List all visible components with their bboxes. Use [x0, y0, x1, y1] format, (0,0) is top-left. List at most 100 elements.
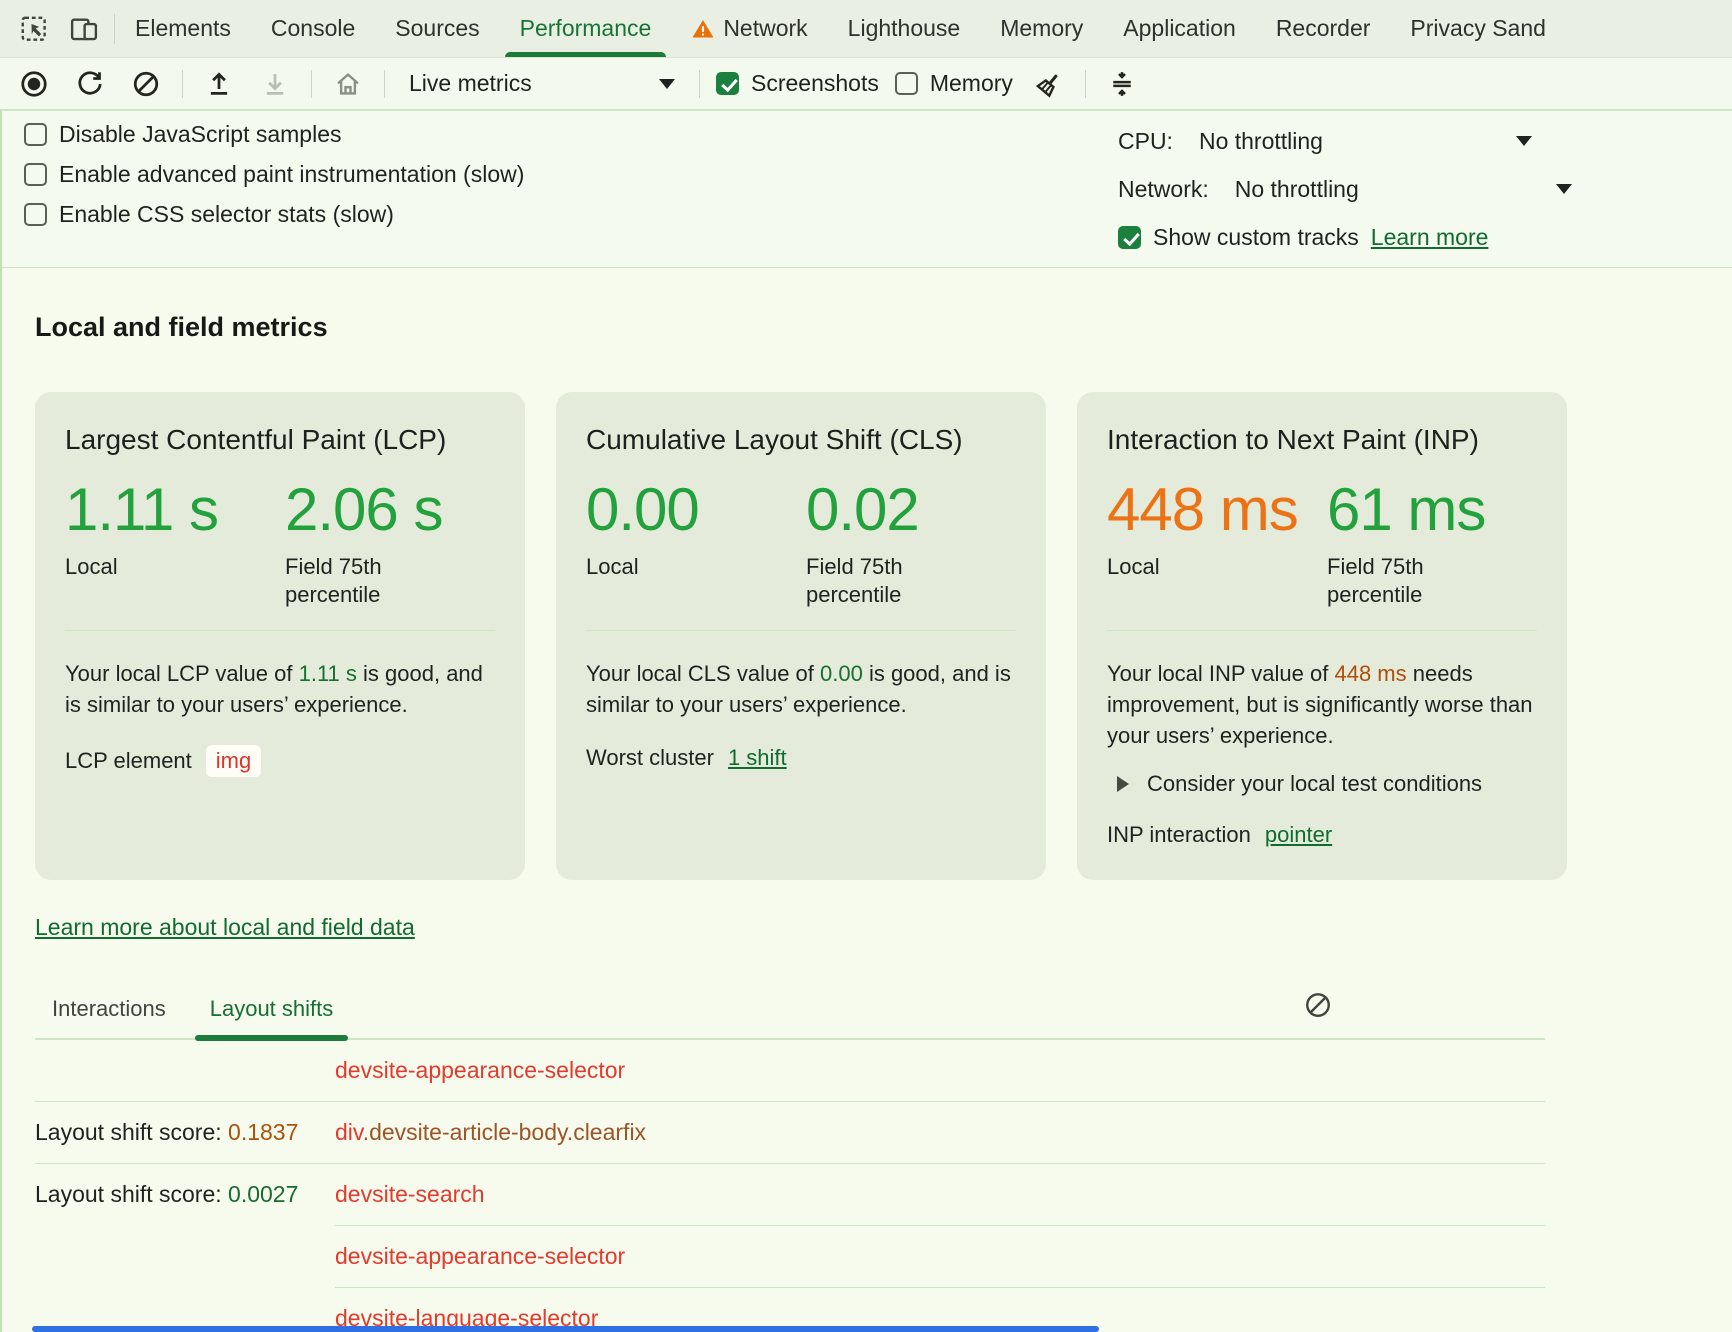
- learn-more-link[interactable]: Learn more: [1370, 223, 1489, 250]
- advanced-paint-instrumentation-checkbox[interactable]: Enable advanced paint instrumentation (s…: [24, 161, 524, 188]
- layout-shift-row: Layout shift score: 0.1837 div.devsite-a…: [35, 1119, 647, 1145]
- tab-application[interactable]: Application: [1123, 15, 1236, 41]
- download-icon: [266, 73, 284, 95]
- cls-local-value: 0.00: [586, 476, 700, 543]
- save-profile-button[interactable]: [255, 64, 295, 104]
- screenshots-checkbox[interactable]: Screenshots: [716, 70, 879, 97]
- checkbox-unchecked-icon: [24, 123, 47, 146]
- divider: [1107, 630, 1537, 631]
- page-title: Local and field metrics: [35, 312, 328, 342]
- element-link[interactable]: devsite-appearance-selector: [335, 1057, 626, 1083]
- lcp-element-label: LCP element: [65, 748, 192, 773]
- shift-score-value: 0.1837: [228, 1119, 299, 1145]
- cls-field-value: 0.02: [806, 476, 920, 543]
- tab-network[interactable]: Network: [671, 0, 827, 57]
- performance-panel-body: Disable JavaScript samples Enable advanc…: [0, 109, 1732, 1332]
- inp-description: Your local INP value of 448 ms needs imp…: [1107, 661, 1533, 748]
- divider: [65, 630, 495, 631]
- memory-checkbox[interactable]: Memory: [894, 70, 1013, 97]
- performance-toolbar: Live metrics Screenshots Memory: [0, 58, 1732, 109]
- show-custom-tracks-label: Show custom tracks: [1153, 223, 1359, 250]
- tab-interactions[interactable]: Interactions: [52, 996, 166, 1021]
- cpu-throttling-select[interactable]: CPU: No throttling: [1118, 123, 1732, 159]
- toolbar-separator: [182, 69, 183, 98]
- checkbox-unchecked-icon: [894, 72, 918, 95]
- lcp-card: Largest Contentful Paint (LCP) 1.11 s Lo…: [35, 392, 525, 880]
- network-throttling-select[interactable]: Network: No throttling: [1118, 171, 1732, 207]
- inp-field-value: 61 ms: [1327, 476, 1486, 543]
- tab-layout-shifts[interactable]: Layout shifts: [194, 996, 349, 1041]
- lcp-element-chip[interactable]: img: [205, 745, 262, 777]
- inp-interaction-link[interactable]: pointer: [1264, 822, 1333, 847]
- toggle-device-toolbar-button[interactable]: [64, 9, 104, 49]
- tab-recorder[interactable]: Recorder: [1275, 15, 1371, 41]
- collapse-vertical-icon: [1113, 71, 1131, 96]
- history-dropdown[interactable]: Live metrics: [401, 68, 683, 99]
- broom-icon: [1035, 74, 1058, 98]
- tab-sources[interactable]: Sources: [395, 15, 480, 41]
- cls-card-title: Cumulative Layout Shift (CLS): [586, 424, 963, 455]
- chevron-down-icon: [659, 78, 675, 89]
- lcp-local-value: 1.11 s: [65, 476, 219, 543]
- layout-shift-row: Layout shift score: 0.0027 devsite-searc…: [35, 1181, 485, 1207]
- active-tab-underline: [194, 1035, 349, 1041]
- reload-icon: [78, 70, 102, 95]
- gc-button[interactable]: [1029, 64, 1069, 104]
- live-metrics-view: Local and field metrics Largest Contentf…: [2, 268, 1732, 1332]
- clear-log-button[interactable]: [1303, 990, 1333, 1020]
- checkbox-checked-icon: [716, 72, 739, 95]
- disable-js-samples-checkbox[interactable]: Disable JavaScript samples: [24, 121, 524, 148]
- device-toolbar-icon: [70, 17, 98, 40]
- lcp-field-value: 2.06 s: [285, 476, 443, 543]
- lcp-description: Your local LCP value of 1.11 s is good, …: [65, 661, 483, 717]
- inp-card: Interaction to Next Paint (INP) 448 ms L…: [1077, 392, 1567, 880]
- toolbar-separator: [1084, 69, 1086, 98]
- row-divider: [335, 1225, 1545, 1226]
- element-link[interactable]: div.devsite-article-body.clearfix: [335, 1119, 647, 1145]
- reload-and-record-button[interactable]: [70, 64, 110, 104]
- tab-memory[interactable]: Memory: [1000, 15, 1084, 41]
- tab-console[interactable]: Console: [270, 15, 356, 41]
- clear-button[interactable]: [126, 64, 166, 104]
- tab-elements[interactable]: Elements: [135, 15, 231, 41]
- row-divider: [35, 1101, 1545, 1102]
- shift-score-value: 0.0027: [228, 1181, 299, 1207]
- toolbar-separator: [699, 69, 700, 98]
- upload-icon: [210, 71, 228, 95]
- inp-card-title: Interaction to Next Paint (INP): [1107, 424, 1479, 455]
- collapse-button[interactable]: [1102, 64, 1142, 104]
- capture-settings: Disable JavaScript samples Enable advanc…: [2, 111, 1732, 268]
- lcp-card-title: Largest Contentful Paint (LCP): [65, 424, 447, 455]
- tab-lighthouse[interactable]: Lighthouse: [847, 15, 961, 41]
- record-icon: [21, 70, 47, 97]
- inspect-element-button[interactable]: [14, 9, 54, 49]
- home-icon: [337, 72, 359, 95]
- worst-cluster-link[interactable]: 1 shift: [727, 745, 787, 770]
- block-icon: [133, 71, 159, 96]
- layout-shift-row: devsite-appearance-selector: [35, 1040, 1545, 1101]
- show-custom-tracks-checkbox[interactable]: [1118, 225, 1141, 249]
- tab-privacy-sandbox[interactable]: Privacy Sand: [1410, 15, 1546, 41]
- learn-more-local-field-link[interactable]: Learn more about local and field data: [35, 914, 415, 940]
- tab-performance[interactable]: Performance: [500, 0, 672, 57]
- css-selector-stats-checkbox[interactable]: Enable CSS selector stats (slow): [24, 201, 524, 228]
- interactions-log: Interactions Layout shifts devsite-: [35, 993, 1545, 1332]
- active-tab-underline: [504, 52, 667, 57]
- home-button[interactable]: [328, 64, 368, 104]
- disclosure-triangle-icon: [1117, 776, 1129, 792]
- row-divider: [335, 1287, 1545, 1288]
- toolbar-separator: [384, 69, 385, 98]
- load-profile-button[interactable]: [199, 64, 239, 104]
- tabbar-separator: [114, 13, 115, 44]
- devtools-tabbar: Elements Console Sources Performance Net…: [0, 0, 1732, 58]
- chevron-down-icon: [1516, 136, 1532, 146]
- element-link[interactable]: devsite-appearance-selector: [335, 1243, 626, 1269]
- block-icon: [1306, 993, 1330, 1017]
- local-test-conditions-disclosure[interactable]: Consider your local test conditions: [1117, 771, 1537, 797]
- inp-interaction-label: INP interaction: [1107, 822, 1251, 847]
- element-link[interactable]: devsite-search: [335, 1181, 485, 1207]
- inp-local-value: 448 ms: [1107, 476, 1299, 543]
- record-button[interactable]: [14, 64, 54, 104]
- horizontal-scrollbar-thumb[interactable]: [32, 1326, 1099, 1332]
